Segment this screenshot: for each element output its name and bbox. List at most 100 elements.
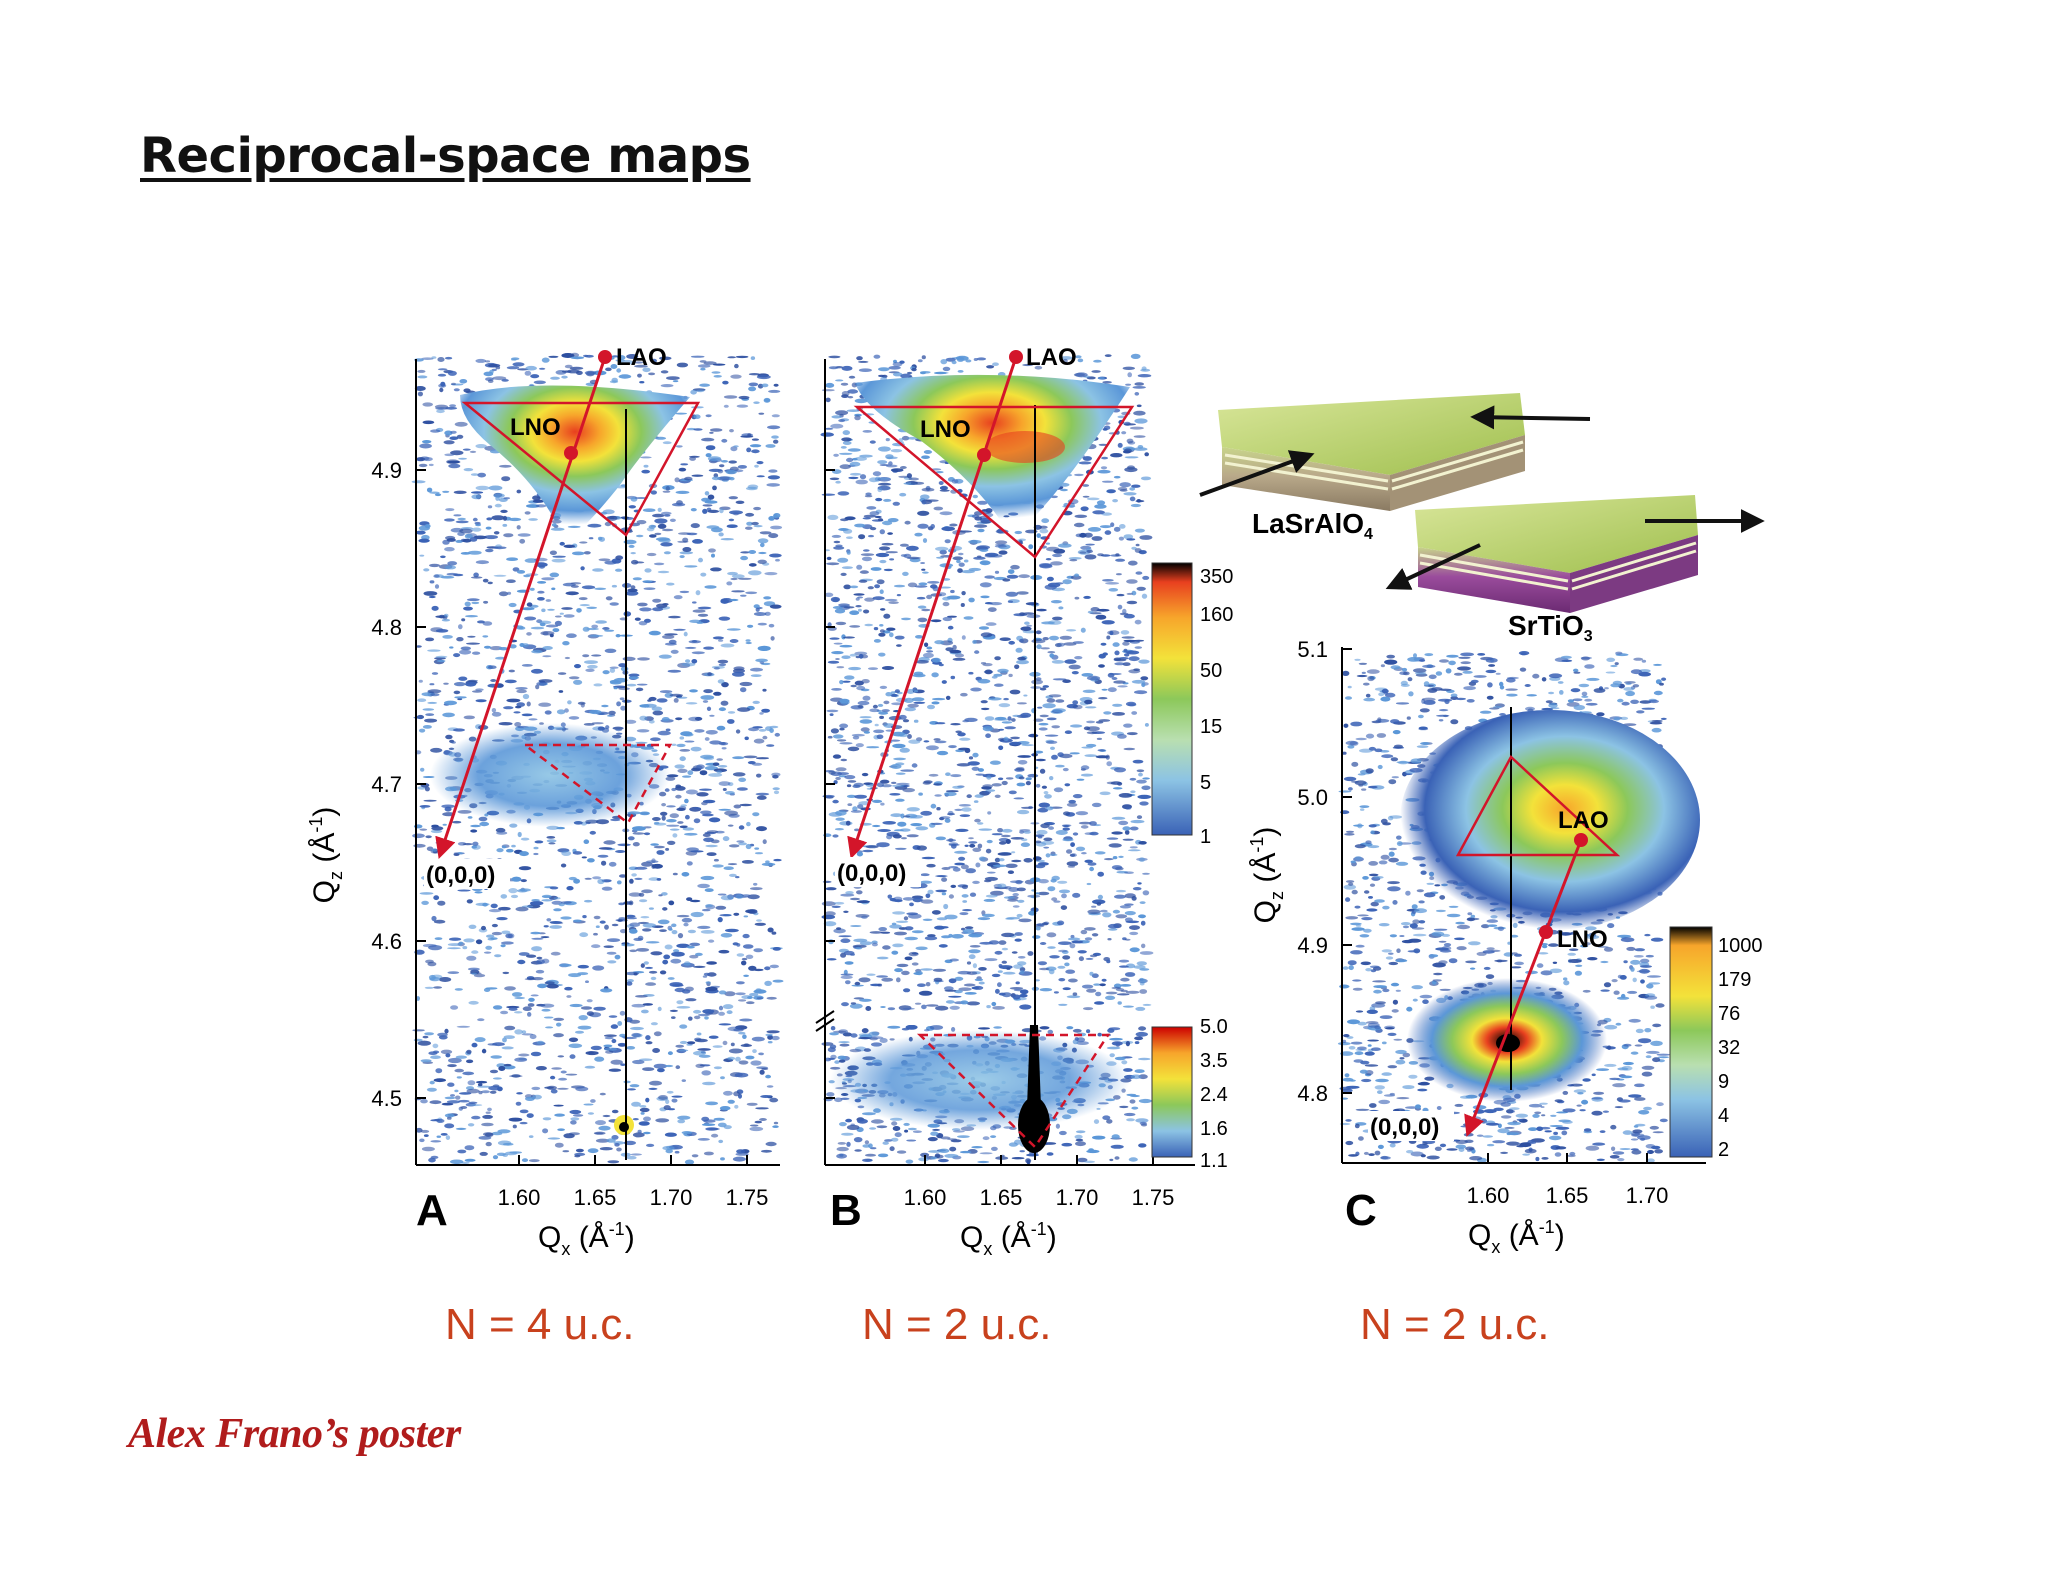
panel-a-origin-box (424, 859, 510, 889)
panel-c-letter: C (1345, 1186, 1377, 1235)
colorbar-label: 1.1 (1200, 1150, 1228, 1172)
colorbar-label: 15 (1200, 716, 1222, 738)
colorbar-label: 179 (1718, 969, 1751, 991)
panel-a-xtick-label: 1.60 (498, 1185, 541, 1210)
panel-c-colorbar-labels: 1000 179 76 32 9 4 2 (1718, 935, 1763, 1161)
colorbar-label: 1000 (1718, 935, 1763, 957)
panel-c-lno-label: LNO (1557, 926, 1608, 953)
colorbar-label: 5 (1200, 772, 1211, 794)
colorbar-label: 1 (1200, 826, 1211, 848)
panel-a-ytick-label: 4.9 (371, 458, 402, 483)
panel-a-arrow (435, 356, 607, 859)
panel-b-origin-label: (0,0,0) (837, 860, 906, 887)
panel-b-x-ticks (924, 1155, 1154, 1165)
panel-b-letter: B (830, 1186, 862, 1235)
strain-diagram: LaSrAlO4 SrTiO3 (1199, 393, 1765, 645)
panel-a-y-tick-labels: 4.9 4.8 4.7 4.6 4.5 (371, 458, 402, 1111)
colorbar-label: 2.4 (1200, 1084, 1228, 1106)
colorbar-label: 76 (1718, 1003, 1740, 1025)
panel-b-xtick-label: 1.65 (980, 1185, 1023, 1210)
panel-b-x-tick-labels: 1.60 1.65 1.70 1.75 (904, 1185, 1175, 1210)
panel-a-dashed-triangle (521, 743, 673, 825)
panel-b: LAO LNO (0,0,0) 1.60 1.65 1.70 1.75 (815, 344, 1233, 1259)
panel-a-ytick-label: 4.6 (371, 929, 402, 954)
panel-a-lno-dot (564, 446, 578, 460)
colorbar-label: 50 (1200, 660, 1222, 682)
panel-b-arrow (847, 356, 1018, 859)
panel-a-origin-label: (0,0,0) (426, 862, 495, 889)
panel-c-ytick-label: 4.8 (1297, 1081, 1328, 1106)
panel-a: LAO LNO (0,0,0) 1.60 1.65 1.70 1.75 4.9 … (306, 344, 784, 1259)
panel-c-x-ticks (1487, 1153, 1648, 1163)
panel-b-lno-dot (977, 448, 991, 462)
panel-b-colorbar-lower (1151, 1026, 1193, 1158)
panel-a-ytick-label: 4.5 (371, 1086, 402, 1111)
panel-c-lao-dot (1574, 833, 1588, 847)
tensile-arrow-left (1385, 543, 1481, 590)
colorbar-label: 350 (1200, 566, 1233, 588)
panel-c-xtick-label: 1.65 (1546, 1183, 1589, 1208)
panel-b-origin-box (835, 857, 921, 887)
panel-b-xlabel: Qx (Å-1) (960, 1219, 1057, 1259)
panel-a-x-tick-labels: 1.60 1.65 1.70 1.75 (498, 1185, 769, 1210)
panel-a-lno-label: LNO (510, 414, 561, 441)
panel-a-weak-peak (430, 723, 670, 827)
lasralo4-slab (1218, 393, 1525, 511)
colorbar-label: 32 (1718, 1037, 1740, 1059)
colorbar-label: 9 (1718, 1071, 1729, 1093)
srtio3-slab (1415, 495, 1698, 613)
panel-c-xtick-label: 1.70 (1626, 1183, 1669, 1208)
panel-c-y-ticks (1342, 648, 1352, 1094)
compression-arrow-right (1199, 450, 1315, 497)
panel-b-lao-dot (1009, 350, 1023, 364)
panel-c-y-tick-labels: 5.1 5.0 4.9 4.8 (1297, 637, 1328, 1106)
panel-c-arrow (1464, 839, 1583, 1137)
panel-c-origin-label: (0,0,0) (1370, 1114, 1439, 1141)
compression-arrow-left (1470, 405, 1591, 430)
caption-panel-c: N = 2 u.c. (1360, 1300, 1550, 1349)
panel-a-xtick-label: 1.70 (650, 1185, 693, 1210)
colorbar-label: 2 (1718, 1139, 1729, 1161)
panel-a-ylabel: Qz (Å-1) (306, 807, 346, 904)
panel-b-xtick-label: 1.70 (1056, 1185, 1099, 1210)
panel-a-lno-triangle (461, 401, 701, 537)
panel-b-weak-peak (830, 1030, 1130, 1130)
colorbar-label: 4 (1718, 1105, 1729, 1127)
figure: LAO LNO (0,0,0) 1.60 1.65 1.70 1.75 4.9 … (306, 344, 1765, 1259)
slide-title: Reciprocal-space maps (140, 128, 751, 184)
panel-c-lao-triangle (1455, 754, 1621, 857)
panel-b-lno-hot (985, 431, 1065, 463)
panel-a-lno-peak (460, 385, 690, 540)
panel-c-colorbar (1669, 926, 1713, 1158)
panel-b-lno-triangle (853, 405, 1135, 559)
panel-a-lao-dot (598, 350, 612, 364)
panel-c-lno-dot (1539, 925, 1553, 939)
panel-c-xtick-label: 1.60 (1467, 1183, 1510, 1208)
panel-b-dashed-triangle (916, 1033, 1111, 1149)
panel-c-ytick-label: 5.0 (1297, 785, 1328, 810)
panel-a-lao-label: LAO (616, 344, 667, 371)
poster-credit: Alex Frano’s poster (128, 1411, 461, 1457)
panel-c-ytick-label: 4.9 (1297, 933, 1328, 958)
panel-c-lao-peak (1400, 710, 1700, 930)
panel-c-lao-label: LAO (1558, 807, 1609, 834)
panel-c-xlabel: Qx (Å-1) (1468, 1217, 1565, 1257)
panel-b-xtick-label: 1.60 (904, 1185, 947, 1210)
panel-a-letter: A (416, 1186, 448, 1235)
panel-b-lao-label: LAO (1026, 344, 1077, 371)
panel-b-axis-break (828, 1011, 1203, 1025)
panel-a-xtick-label: 1.75 (726, 1185, 769, 1210)
panel-a-y-ticks (416, 469, 426, 1099)
panel-c: LAO LNO (0,0,0) 1.60 1.65 1.70 5.1 5.0 4… (1247, 637, 1763, 1257)
panel-a-ytick-label: 4.7 (371, 772, 402, 797)
panel-a-ytick-label: 4.8 (371, 615, 402, 640)
colorbar-label: 5.0 (1200, 1016, 1228, 1038)
panel-a-xlabel: Qx (Å-1) (538, 1219, 635, 1259)
panel-c-origin-box (1368, 1111, 1454, 1141)
caption-panel-b: N = 2 u.c. (862, 1300, 1052, 1349)
panel-a-xtick-label: 1.65 (574, 1185, 617, 1210)
panel-b-y-ticks (825, 469, 835, 1099)
panel-b-axis-break-marks (815, 1010, 835, 1032)
panel-b-colorbar-upper (1151, 562, 1193, 836)
caption-panel-a: N = 4 u.c. (445, 1300, 635, 1349)
